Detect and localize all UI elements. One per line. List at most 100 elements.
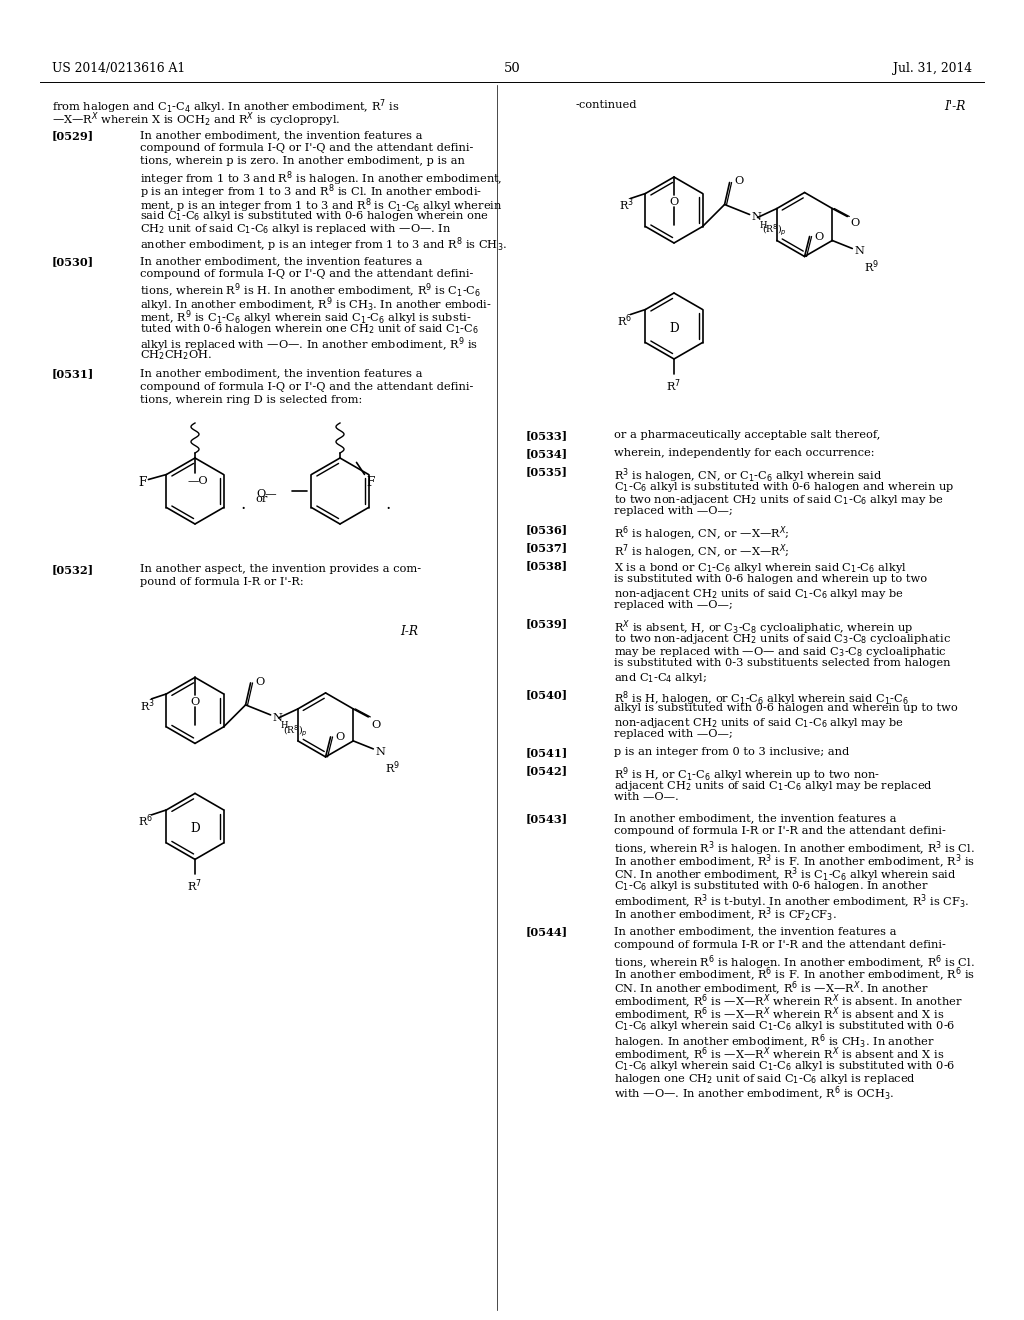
Text: O: O (256, 677, 265, 686)
Text: N: N (854, 247, 864, 256)
Text: R$^9$: R$^9$ (385, 759, 400, 776)
Text: R$^3$ is halogen, CN, or C$_1$-C$_6$ alkyl wherein said: R$^3$ is halogen, CN, or C$_1$-C$_6$ alk… (614, 466, 883, 484)
Text: [0542]: [0542] (526, 766, 568, 776)
Text: [0543]: [0543] (526, 813, 568, 824)
Text: In another embodiment, the invention features a: In another embodiment, the invention fea… (140, 368, 423, 379)
Text: compound of formula I-Q or I'-Q and the attendant defini-: compound of formula I-Q or I'-Q and the … (140, 269, 473, 279)
Text: N: N (272, 713, 283, 723)
Text: [0529]: [0529] (52, 129, 94, 141)
Text: alkyl. In another embodiment, R$^9$ is CH$_3$. In another embodi-: alkyl. In another embodiment, R$^9$ is C… (140, 296, 492, 314)
Text: non-adjacent CH$_2$ units of said C$_1$-C$_6$ alkyl may be: non-adjacent CH$_2$ units of said C$_1$-… (614, 587, 904, 601)
Text: O—: O— (256, 488, 278, 499)
Text: halogen one CH$_2$ unit of said C$_1$-C$_6$ alkyl is replaced: halogen one CH$_2$ unit of said C$_1$-C$… (614, 1072, 915, 1086)
Text: may be replaced with —O— and said C$_3$-C$_8$ cycloaliphatic: may be replaced with —O— and said C$_3$-… (614, 644, 947, 659)
Text: (R$^8$)$_p$: (R$^8$)$_p$ (283, 723, 307, 738)
Text: ment, p is an integer from 1 to 3 and R$^8$ is C$_1$-C$_6$ alkyl wherein: ment, p is an integer from 1 to 3 and R$… (140, 195, 503, 215)
Text: CN. In another embodiment, R$^6$ is —X—R$^X$. In another: CN. In another embodiment, R$^6$ is —X—R… (614, 979, 929, 998)
Text: F: F (138, 477, 146, 490)
Text: another embodiment, p is an integer from 1 to 3 and R$^8$ is CH$_3$.: another embodiment, p is an integer from… (140, 235, 507, 255)
Text: —O: —O (187, 477, 208, 486)
Text: R$^3$: R$^3$ (140, 697, 156, 714)
Text: In another embodiment, the invention features a: In another embodiment, the invention fea… (614, 813, 896, 822)
Text: tions, wherein R$^3$ is halogen. In another embodiment, R$^3$ is Cl.: tions, wherein R$^3$ is halogen. In anot… (614, 840, 975, 858)
Text: (R$^8$)$_p$: (R$^8$)$_p$ (762, 223, 786, 238)
Text: R$^7$: R$^7$ (666, 378, 681, 393)
Text: 50: 50 (504, 62, 520, 75)
Text: [0533]: [0533] (526, 430, 568, 441)
Text: [0540]: [0540] (526, 689, 568, 701)
Text: or: or (255, 494, 267, 504)
Text: embodiment, R$^3$ is t-butyl. In another embodiment, R$^3$ is CF$_3$.: embodiment, R$^3$ is t-butyl. In another… (614, 892, 970, 911)
Text: ment, R$^9$ is C$_1$-C$_6$ alkyl wherein said C$_1$-C$_6$ alkyl is substi-: ment, R$^9$ is C$_1$-C$_6$ alkyl wherein… (140, 309, 472, 327)
Text: C$_1$-C$_6$ alkyl wherein said C$_1$-C$_6$ alkyl is substituted with 0-6: C$_1$-C$_6$ alkyl wherein said C$_1$-C$_… (614, 1059, 955, 1073)
Text: halogen. In another embodiment, R$^6$ is CH$_3$. In another: halogen. In another embodiment, R$^6$ is… (614, 1032, 935, 1051)
Text: integer from 1 to 3 and R$^8$ is halogen. In another embodiment,: integer from 1 to 3 and R$^8$ is halogen… (140, 169, 503, 189)
Text: alkyl is replaced with —O—. In another embodiment, R$^9$ is: alkyl is replaced with —O—. In another e… (140, 335, 478, 354)
Text: embodiment, R$^6$ is —X—R$^X$ wherein R$^X$ is absent and X is: embodiment, R$^6$ is —X—R$^X$ wherein R$… (614, 1045, 944, 1064)
Text: R$^6$: R$^6$ (138, 813, 154, 829)
Text: C$_1$-C$_6$ alkyl is substituted with 0-6 halogen and wherein up: C$_1$-C$_6$ alkyl is substituted with 0-… (614, 479, 954, 494)
Text: N: N (752, 213, 762, 223)
Text: to two non-adjacent CH$_2$ units of said C$_1$-C$_6$ alkyl may be: to two non-adjacent CH$_2$ units of said… (614, 492, 944, 507)
Text: pound of formula I-R or I'-R:: pound of formula I-R or I'-R: (140, 577, 304, 587)
Text: In another embodiment, R$^3$ is F. In another embodiment, R$^3$ is: In another embodiment, R$^3$ is F. In an… (614, 853, 975, 871)
Text: and C$_1$-C$_4$ alkyl;: and C$_1$-C$_4$ alkyl; (614, 671, 707, 685)
Text: is substituted with 0-6 halogen and wherein up to two: is substituted with 0-6 halogen and wher… (614, 574, 927, 583)
Text: In another embodiment, R$^6$ is F. In another embodiment, R$^6$ is: In another embodiment, R$^6$ is F. In an… (614, 966, 975, 985)
Text: non-adjacent CH$_2$ units of said C$_1$-C$_6$ alkyl may be: non-adjacent CH$_2$ units of said C$_1$-… (614, 715, 904, 730)
Text: p is an integer from 0 to 3 inclusive; and: p is an integer from 0 to 3 inclusive; a… (614, 747, 849, 758)
Text: [0544]: [0544] (526, 927, 568, 937)
Text: compound of formula I-Q or I'-Q and the attendant defini-: compound of formula I-Q or I'-Q and the … (140, 143, 473, 153)
Text: R$^X$ is absent, H, or C$_3$-C$_8$ cycloaliphatic, wherein up: R$^X$ is absent, H, or C$_3$-C$_8$ cyclo… (614, 618, 913, 638)
Text: tions, wherein ring D is selected from:: tions, wherein ring D is selected from: (140, 395, 362, 405)
Text: R$^7$: R$^7$ (187, 878, 202, 894)
Text: said C$_1$-C$_6$ alkyl is substituted with 0-6 halogen wherein one: said C$_1$-C$_6$ alkyl is substituted wi… (140, 209, 488, 223)
Text: replaced with —O—;: replaced with —O—; (614, 729, 733, 739)
Text: [0541]: [0541] (526, 747, 568, 758)
Text: I'-R: I'-R (944, 100, 966, 114)
Text: tuted with 0-6 halogen wherein one CH$_2$ unit of said C$_1$-C$_6$: tuted with 0-6 halogen wherein one CH$_2… (140, 322, 479, 335)
Text: R$^6$: R$^6$ (617, 313, 633, 329)
Text: compound of formula I-R or I'-R and the attendant defini-: compound of formula I-R or I'-R and the … (614, 940, 946, 950)
Text: [0534]: [0534] (526, 449, 568, 459)
Text: In another embodiment, the invention features a: In another embodiment, the invention fea… (140, 256, 423, 265)
Text: [0537]: [0537] (526, 543, 568, 553)
Text: CH$_2$ unit of said C$_1$-C$_6$ alkyl is replaced with —O—. In: CH$_2$ unit of said C$_1$-C$_6$ alkyl is… (140, 222, 452, 236)
Text: replaced with —O—;: replaced with —O—; (614, 601, 733, 610)
Text: O: O (669, 197, 678, 207)
Text: O: O (372, 719, 381, 730)
Text: D: D (190, 822, 200, 836)
Text: tions, wherein p is zero. In another embodiment, p is an: tions, wherein p is zero. In another emb… (140, 156, 465, 166)
Text: [0531]: [0531] (52, 368, 94, 379)
Text: In another embodiment, the invention features a: In another embodiment, the invention fea… (614, 927, 896, 937)
Text: US 2014/0213616 A1: US 2014/0213616 A1 (52, 62, 185, 75)
Text: p is an integer from 1 to 3 and R$^8$ is Cl. In another embodi-: p is an integer from 1 to 3 and R$^8$ is… (140, 182, 482, 202)
Text: [0539]: [0539] (526, 618, 568, 630)
Text: with —O—. In another embodiment, R$^6$ is OCH$_3$.: with —O—. In another embodiment, R$^6$ i… (614, 1085, 894, 1104)
Text: or a pharmaceutically acceptable salt thereof,: or a pharmaceutically acceptable salt th… (614, 430, 881, 440)
Text: CN. In another embodiment, R$^3$ is C$_1$-C$_6$ alkyl wherein said: CN. In another embodiment, R$^3$ is C$_1… (614, 866, 956, 884)
Text: [0535]: [0535] (526, 466, 568, 478)
Text: compound of formula I-R or I'-R and the attendant defini-: compound of formula I-R or I'-R and the … (614, 826, 946, 836)
Text: H: H (281, 721, 288, 730)
Text: X is a bond or C$_1$-C$_6$ alkyl wherein said C$_1$-C$_6$ alkyl: X is a bond or C$_1$-C$_6$ alkyl wherein… (614, 561, 906, 574)
Text: compound of formula I-Q or I'-Q and the attendant defini-: compound of formula I-Q or I'-Q and the … (140, 381, 473, 392)
Text: [0538]: [0538] (526, 561, 568, 572)
Text: R$^3$: R$^3$ (620, 197, 635, 213)
Text: O: O (814, 231, 824, 242)
Text: O: O (190, 697, 200, 708)
Text: embodiment, R$^6$ is —X—R$^X$ wherein R$^X$ is absent. In another: embodiment, R$^6$ is —X—R$^X$ wherein R$… (614, 993, 963, 1011)
Text: from halogen and C$_1$-C$_4$ alkyl. In another embodiment, R$^7$ is: from halogen and C$_1$-C$_4$ alkyl. In a… (52, 96, 399, 116)
Text: R$^7$ is halogen, CN, or —X—R$^X$;: R$^7$ is halogen, CN, or —X—R$^X$; (614, 543, 790, 561)
Text: to two non-adjacent CH$_2$ units of said C$_3$-C$_8$ cycloaliphatic: to two non-adjacent CH$_2$ units of said… (614, 631, 951, 645)
Text: In another aspect, the invention provides a com-: In another aspect, the invention provide… (140, 564, 421, 574)
Text: [0532]: [0532] (52, 564, 94, 576)
Text: tions, wherein R$^6$ is halogen. In another embodiment, R$^6$ is Cl.: tions, wherein R$^6$ is halogen. In anot… (614, 953, 975, 972)
Text: —X—R$^X$ wherein X is OCH$_2$ and R$^X$ is cyclopropyl.: —X—R$^X$ wherein X is OCH$_2$ and R$^X$ … (52, 110, 341, 129)
Text: [0536]: [0536] (526, 524, 568, 535)
Text: R$^9$ is H, or C$_1$-C$_6$ alkyl wherein up to two non-: R$^9$ is H, or C$_1$-C$_6$ alkyl wherein… (614, 766, 880, 784)
Text: is substituted with 0-3 substituents selected from halogen: is substituted with 0-3 substituents sel… (614, 657, 950, 668)
Text: O: O (850, 218, 859, 227)
Text: D: D (669, 322, 679, 335)
Text: R$^8$ is H, halogen, or C$_1$-C$_6$ alkyl wherein said C$_1$-C$_6$: R$^8$ is H, halogen, or C$_1$-C$_6$ alky… (614, 689, 909, 708)
